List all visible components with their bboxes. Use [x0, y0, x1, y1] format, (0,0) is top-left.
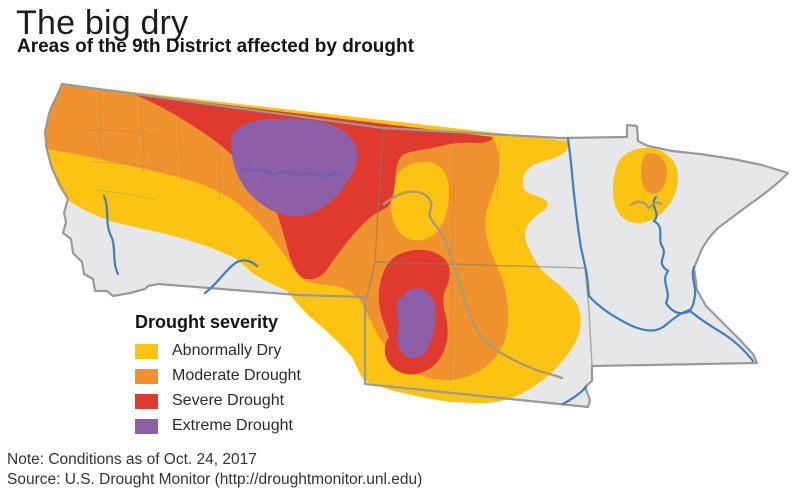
legend: Drought severity Abnormally Dry Moderate… [135, 312, 301, 443]
reservoir [241, 167, 343, 178]
purple-south-dakota-core [396, 288, 436, 358]
border-sd-mn [584, 267, 593, 367]
county-lines [87, 91, 501, 383]
source-text: Source: U.S. Drought Monitor (http://dro… [7, 471, 423, 488]
extreme-drought-swatch [135, 418, 158, 434]
legend-item-extreme-drought: Extreme Drought [135, 417, 301, 434]
missouri-river-dakotas [382, 190, 564, 380]
legend-heading: Drought severity [135, 312, 279, 332]
mississippi-river-lower [688, 309, 755, 363]
note-text: Note: Conditions as of Oct. 24, 2017 [7, 451, 257, 468]
legend-label: Abnormally Dry [172, 342, 282, 359]
legend-item-severe-drought: Severe Drought [135, 392, 301, 409]
upper-missouri-river [102, 194, 120, 276]
yellowstone-river [203, 259, 259, 295]
legend-label: Extreme Drought [172, 417, 293, 434]
yellow-north-dakota-patch [390, 161, 449, 241]
district-outline [43, 82, 790, 409]
severe-drought-swatch [135, 393, 158, 409]
rivers-blue [102, 137, 755, 406]
page-subtitle: Areas of the 9th District affected by dr… [17, 36, 414, 57]
drought-layer-extreme [230, 118, 436, 358]
mississippi-river-upper [652, 195, 692, 315]
drought-layer-abnormally-dry-inner [390, 161, 449, 241]
big-sioux-river [561, 385, 588, 406]
red-river [566, 137, 591, 298]
legend-label: Severe Drought [172, 392, 285, 409]
border-nd-sd [374, 261, 586, 269]
moderate-drought-swatch [135, 368, 158, 384]
orange-minnesota-core [641, 152, 667, 194]
minnesota-river [587, 294, 691, 332]
purple-montana-blob [230, 118, 358, 217]
legend-item-abnormally-dry: Abnormally Dry [135, 342, 301, 359]
page-title: The big dry [16, 4, 189, 42]
legend-label: Moderate Drought [172, 367, 301, 384]
mississippi-headwaters [629, 200, 663, 211]
st-croix-river [688, 265, 697, 313]
fort-peck-lake [241, 167, 343, 178]
legend-item-moderate-drought: Moderate Drought [135, 367, 301, 384]
rivers-tan [382, 190, 663, 380]
abnormally-dry-swatch [135, 343, 158, 359]
